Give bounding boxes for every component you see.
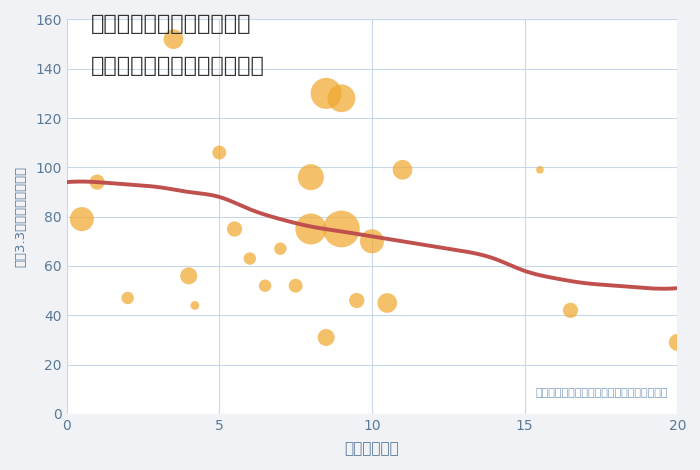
Point — [260, 282, 271, 290]
Point — [229, 225, 240, 233]
Point — [672, 339, 683, 346]
Point — [321, 90, 332, 97]
Text: 円の大きさは、取引のあった物件面積を示す: 円の大きさは、取引のあった物件面積を示す — [536, 388, 668, 398]
Text: 駅距離別中古マンション価格: 駅距離別中古マンション価格 — [91, 56, 265, 77]
Point — [305, 225, 316, 233]
Point — [92, 179, 103, 186]
Point — [275, 245, 286, 252]
Point — [397, 166, 408, 173]
Point — [168, 35, 179, 43]
Text: 奈良県奈良市都祁吐山町の: 奈良県奈良市都祁吐山町の — [91, 14, 251, 34]
Point — [122, 294, 133, 302]
Point — [366, 237, 377, 245]
Point — [565, 306, 576, 314]
Point — [183, 272, 195, 280]
Point — [382, 299, 393, 307]
Point — [244, 255, 256, 262]
Y-axis label: 坪（3.3㎡）単価（万円）: 坪（3.3㎡）単価（万円） — [14, 166, 27, 267]
Point — [336, 94, 347, 102]
Point — [214, 149, 225, 157]
Point — [336, 225, 347, 233]
Point — [189, 302, 200, 309]
Point — [534, 166, 545, 173]
Point — [351, 297, 363, 304]
Point — [321, 334, 332, 341]
X-axis label: 駅距離（分）: 駅距離（分） — [344, 441, 399, 456]
Point — [305, 173, 316, 181]
Point — [76, 215, 88, 223]
Point — [290, 282, 301, 290]
